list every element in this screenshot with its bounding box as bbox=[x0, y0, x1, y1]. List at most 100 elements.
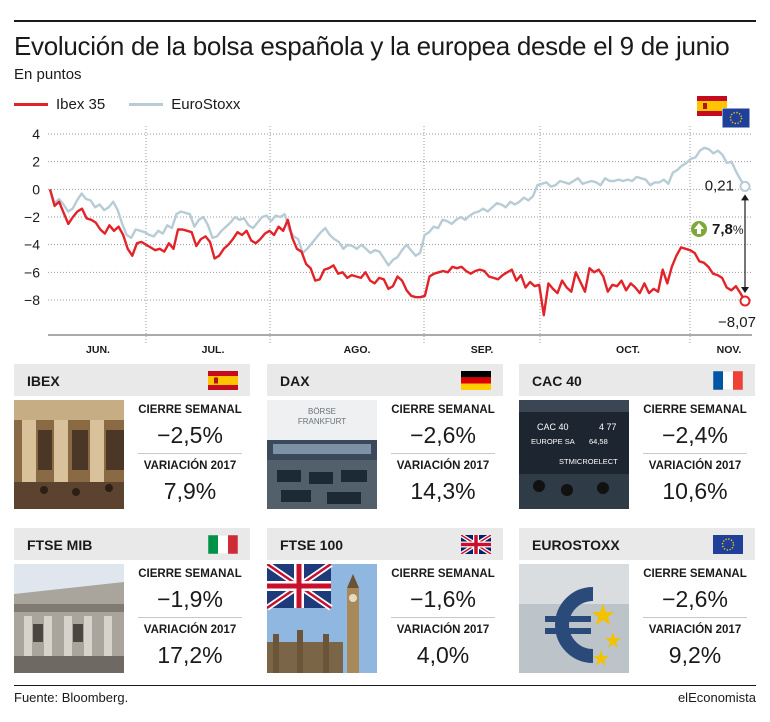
y-tick-label: −2 bbox=[24, 209, 40, 225]
gap-unit: % bbox=[733, 223, 744, 237]
y-tick-label: −6 bbox=[24, 264, 40, 280]
ytd-change-label: VARIACIÓN 2017 bbox=[648, 460, 742, 472]
index-card-dax: DAX BÖRSE FRANKFURT CIERRE SEMANAL −2,6%… bbox=[267, 364, 503, 510]
spain-flag-icon bbox=[697, 96, 727, 116]
ytd-change-value: 9,2% bbox=[668, 642, 722, 668]
index-card-eurostoxx: EUROSTOXX CIERRE SEMANAL −2,6% VARIACIÓN… bbox=[519, 528, 755, 674]
card-title: IBEX bbox=[27, 373, 60, 389]
ytd-change-value: 4,0% bbox=[416, 642, 470, 668]
y-tick-label: 4 bbox=[32, 126, 40, 142]
photo-text: 64,58 bbox=[589, 437, 608, 446]
italy-flag-icon bbox=[208, 535, 238, 554]
x-tick-label: NOV. bbox=[717, 344, 742, 356]
ibex-end-label: −8,07 bbox=[718, 314, 756, 331]
legend-item-ibex: Ibex 35 bbox=[14, 96, 105, 113]
weekly-close-label: CIERRE SEMANAL bbox=[391, 568, 495, 580]
ytd-change-label: VARIACIÓN 2017 bbox=[143, 460, 237, 472]
photo-text: STMICROELECT bbox=[559, 457, 618, 466]
photo-text: BÖRSE bbox=[308, 407, 336, 416]
card-title: DAX bbox=[280, 373, 310, 389]
france-flag-icon bbox=[713, 371, 743, 390]
top-rule bbox=[14, 20, 756, 22]
weekly-close-value: −1,9% bbox=[157, 586, 223, 612]
ytd-change-value: 17,2% bbox=[157, 642, 223, 668]
divider bbox=[138, 453, 242, 454]
photo-text: 4 77 bbox=[599, 422, 617, 432]
weekly-close-label: CIERRE SEMANAL bbox=[643, 568, 747, 580]
y-tick-label: 0 bbox=[32, 181, 40, 197]
chart-subtitle: En puntos bbox=[14, 66, 82, 83]
card-title: FTSE MIB bbox=[27, 537, 93, 553]
gap-arrow-down-head bbox=[741, 286, 749, 293]
index-card-ibex: IBEX CIERRE SEMANAL −2,5% VARIACIÓN 2017… bbox=[14, 364, 250, 510]
madrid-stock-exchange-photo bbox=[14, 400, 124, 509]
ytd-change-label: VARIACIÓN 2017 bbox=[396, 460, 490, 472]
ibex-series-line bbox=[48, 188, 747, 317]
card-title: FTSE 100 bbox=[280, 537, 344, 553]
eurostoxx-end-marker bbox=[739, 180, 751, 192]
up-arrow-icon bbox=[694, 223, 704, 234]
gap-number: 7,8 bbox=[712, 221, 733, 238]
ytd-change-value: 10,6% bbox=[662, 478, 728, 504]
weekly-close-value: −2,4% bbox=[662, 422, 728, 448]
x-tick-label: JUL. bbox=[202, 344, 225, 356]
legend-item-eurostoxx: EuroStoxx bbox=[129, 96, 240, 113]
ytd-change-value: 7,9% bbox=[163, 478, 217, 504]
x-tick-label: SEP. bbox=[471, 344, 494, 356]
euro-sculpture-photo bbox=[519, 564, 629, 673]
london-big-ben-photo bbox=[267, 564, 377, 673]
ytd-change-value: 14,3% bbox=[410, 478, 476, 504]
line-chart: 4 2 0 −2 −4 −6 −8 JUN. JUL. AGO. SEP. OCT. NOV. 0,21 −… bbox=[24, 126, 756, 356]
weekly-close-value: −2,6% bbox=[410, 422, 476, 448]
y-tick-label: −8 bbox=[24, 292, 40, 308]
chart-title: Evolución de la bolsa española y la euro… bbox=[14, 31, 730, 61]
gap-arrow-up-head bbox=[741, 194, 749, 201]
legend-label-eurostoxx: EuroStoxx bbox=[171, 96, 241, 113]
divider bbox=[391, 617, 495, 618]
frankfurt-stock-exchange-photo: BÖRSE FRANKFURT bbox=[267, 400, 377, 509]
y-tick-label: −4 bbox=[24, 237, 40, 253]
eu-flag-icon bbox=[713, 535, 743, 554]
uk-flag-icon bbox=[461, 535, 491, 554]
weekly-close-label: CIERRE SEMANAL bbox=[138, 568, 242, 580]
legend-swatch-ibex bbox=[14, 103, 48, 106]
ytd-change-label: VARIACIÓN 2017 bbox=[143, 624, 237, 636]
x-tick-label: OCT. bbox=[616, 344, 640, 356]
spain-flag-icon bbox=[208, 371, 238, 390]
footer-rule bbox=[14, 685, 756, 686]
eurostoxx-end-label: 0,21 bbox=[705, 177, 734, 194]
gap-label: 7,8% bbox=[712, 221, 744, 238]
weekly-close-value: −2,5% bbox=[157, 422, 223, 448]
divider bbox=[138, 617, 242, 618]
eurostoxx-series-line bbox=[48, 146, 747, 267]
weekly-close-label: CIERRE SEMANAL bbox=[138, 404, 242, 416]
ytd-change-label: VARIACIÓN 2017 bbox=[648, 624, 742, 636]
ytd-change-label: VARIACIÓN 2017 bbox=[396, 624, 490, 636]
index-card-ftse-mib: FTSE MIB CIERRE SEMANAL −1,9% VARIACIÓN … bbox=[14, 528, 250, 674]
germany-flag-icon bbox=[461, 371, 491, 390]
index-card-cac40: CAC 40 CAC 40 4 77 EUROPE SA 64,58 STMIC… bbox=[519, 364, 755, 510]
photo-text: CAC 40 bbox=[537, 422, 569, 432]
card-title: CAC 40 bbox=[532, 373, 582, 389]
x-tick-label: JUN. bbox=[86, 344, 110, 356]
ibex-end-marker bbox=[739, 295, 751, 307]
photo-text: FRANKFURT bbox=[298, 417, 346, 426]
index-card-ftse-100: FTSE 100 CIERRE SEMANAL −1,6% VARIACIÓN … bbox=[267, 528, 503, 674]
milan-stock-exchange-photo bbox=[14, 564, 124, 673]
weekly-close-label: CIERRE SEMANAL bbox=[391, 404, 495, 416]
card-title: EUROSTOXX bbox=[532, 537, 620, 553]
divider bbox=[391, 453, 495, 454]
legend-label-ibex: Ibex 35 bbox=[56, 96, 106, 113]
weekly-close-value: −2,6% bbox=[662, 586, 728, 612]
eu-flag-icon bbox=[722, 108, 750, 128]
publisher-brand: elEconomista bbox=[677, 690, 756, 705]
photo-text: EUROPE SA bbox=[531, 437, 575, 446]
y-tick-label: 2 bbox=[32, 154, 40, 170]
x-tick-label: AGO. bbox=[344, 344, 371, 356]
source-note: Fuente: Bloomberg. bbox=[14, 690, 129, 705]
divider bbox=[643, 453, 747, 454]
weekly-close-label: CIERRE SEMANAL bbox=[643, 404, 747, 416]
weekly-close-value: −1,6% bbox=[410, 586, 476, 612]
legend-swatch-eurostoxx bbox=[129, 103, 164, 106]
paris-stock-exchange-photo: CAC 40 4 77 EUROPE SA 64,58 STMICROELECT bbox=[519, 400, 629, 509]
